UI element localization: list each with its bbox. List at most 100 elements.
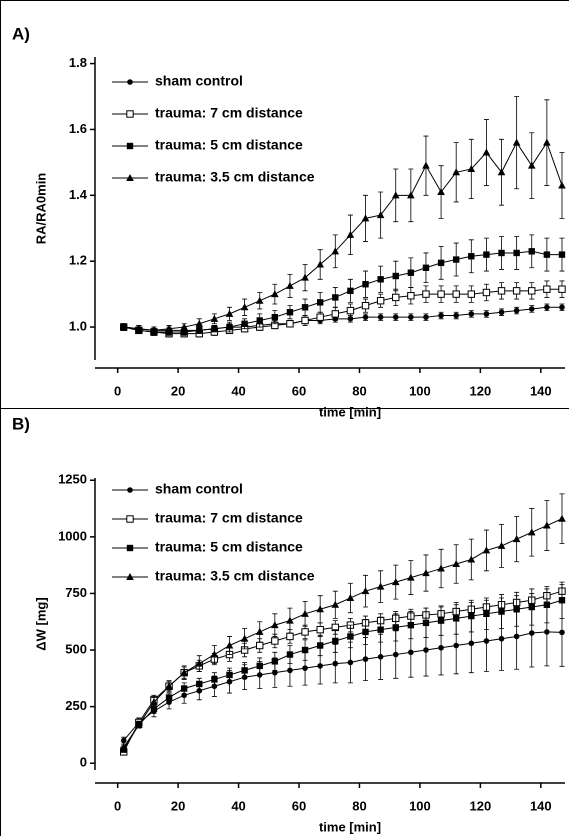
data-point bbox=[226, 671, 233, 679]
data-point bbox=[211, 676, 218, 683]
data-point bbox=[332, 294, 339, 301]
data-point bbox=[497, 168, 506, 176]
data-point bbox=[165, 324, 173, 332]
data-point bbox=[346, 230, 355, 238]
data-point bbox=[527, 528, 536, 536]
data-point bbox=[452, 256, 460, 263]
data-point bbox=[468, 311, 475, 317]
data-point bbox=[422, 290, 430, 298]
data-point bbox=[195, 659, 204, 667]
data-point bbox=[453, 312, 459, 319]
data-point bbox=[301, 273, 309, 281]
data-point bbox=[377, 654, 384, 660]
x-tick-label: 80 bbox=[352, 798, 366, 813]
data-point bbox=[513, 606, 520, 613]
legend-label: sham control bbox=[155, 73, 243, 89]
data-point bbox=[331, 310, 339, 318]
data-point bbox=[498, 608, 505, 615]
data-point bbox=[558, 285, 566, 293]
x-tick-label: 0 bbox=[114, 798, 121, 813]
data-point bbox=[286, 320, 294, 328]
data-point bbox=[225, 641, 234, 649]
data-point bbox=[468, 253, 475, 260]
data-point bbox=[150, 326, 158, 334]
data-point bbox=[135, 720, 143, 728]
chart-panel: B) 0 250 500 750 1000 1250 0 20 40 60 80 100 120 140 ti… bbox=[12, 414, 566, 834]
data-point bbox=[437, 188, 445, 196]
data-point bbox=[256, 641, 264, 650]
data-point bbox=[256, 317, 263, 324]
data-point bbox=[391, 191, 400, 199]
legend-label: trauma: 7 cm distance bbox=[155, 510, 303, 526]
data-point bbox=[119, 323, 128, 331]
data-point bbox=[483, 251, 490, 258]
data-point bbox=[392, 651, 399, 658]
data-point bbox=[286, 632, 294, 641]
data-point bbox=[392, 293, 400, 302]
data-point bbox=[302, 665, 308, 671]
x-tick-label: 20 bbox=[171, 798, 185, 813]
series-line bbox=[123, 599, 563, 750]
data-point bbox=[377, 626, 384, 633]
legend-marker bbox=[126, 174, 134, 181]
data-point bbox=[376, 582, 385, 590]
data-point bbox=[362, 656, 369, 662]
legend-marker bbox=[126, 544, 134, 552]
data-point bbox=[467, 164, 476, 172]
data-point bbox=[362, 628, 369, 636]
data-point bbox=[513, 633, 520, 640]
y-tick-label: 1250 bbox=[58, 472, 87, 487]
data-point bbox=[498, 249, 505, 257]
data-point bbox=[437, 617, 445, 624]
data-point bbox=[316, 605, 324, 613]
data-point bbox=[362, 314, 369, 320]
data-point bbox=[301, 316, 309, 325]
y-tick-label: 250 bbox=[65, 698, 87, 713]
data-point bbox=[316, 642, 324, 649]
data-point bbox=[437, 259, 445, 267]
data-point bbox=[407, 191, 415, 199]
data-point bbox=[377, 276, 384, 283]
data-point bbox=[165, 694, 173, 701]
data-point bbox=[423, 314, 429, 320]
data-point bbox=[528, 306, 535, 312]
data-point bbox=[543, 138, 551, 146]
legend-label: trauma: 7 cm distance bbox=[155, 105, 303, 121]
data-point bbox=[196, 680, 203, 688]
data-point bbox=[528, 248, 535, 255]
y-tick-label: 1.0 bbox=[69, 319, 87, 334]
data-point bbox=[452, 168, 460, 176]
data-point bbox=[452, 615, 460, 622]
series-line bbox=[123, 590, 563, 753]
data-point bbox=[271, 290, 279, 298]
data-point bbox=[497, 541, 506, 549]
data-point bbox=[528, 603, 535, 611]
data-point bbox=[407, 573, 415, 581]
data-point bbox=[332, 660, 339, 667]
chart-panel: A) 1.0 1.2 1.4 1.6 1.8 0 20 40 60 80 100 120 140 time … bbox=[12, 24, 566, 419]
data-point bbox=[407, 292, 415, 300]
data-point bbox=[512, 287, 521, 295]
legend-label: sham control bbox=[155, 481, 243, 497]
data-point bbox=[301, 304, 309, 311]
x-tick-label: 60 bbox=[292, 383, 306, 398]
y-tick-label: 500 bbox=[65, 641, 87, 656]
data-point bbox=[286, 616, 294, 624]
data-point bbox=[271, 637, 279, 645]
data-point bbox=[361, 214, 370, 222]
data-point bbox=[119, 743, 128, 751]
series-line bbox=[123, 141, 563, 331]
data-point bbox=[482, 288, 491, 297]
x-tick-label: 40 bbox=[231, 798, 245, 813]
legend-label: trauma: 5 cm distance bbox=[155, 539, 303, 555]
legend-marker bbox=[126, 573, 134, 580]
data-point bbox=[317, 663, 323, 669]
data-point bbox=[361, 301, 370, 310]
x-tick-label: 0 bbox=[114, 383, 121, 398]
legend-label: trauma: 5 cm distance bbox=[155, 137, 303, 153]
data-point bbox=[452, 560, 460, 568]
data-point bbox=[301, 609, 309, 617]
y-axis-title: RA/RA0min bbox=[33, 173, 48, 245]
series-line bbox=[123, 288, 562, 335]
data-point bbox=[286, 309, 294, 316]
